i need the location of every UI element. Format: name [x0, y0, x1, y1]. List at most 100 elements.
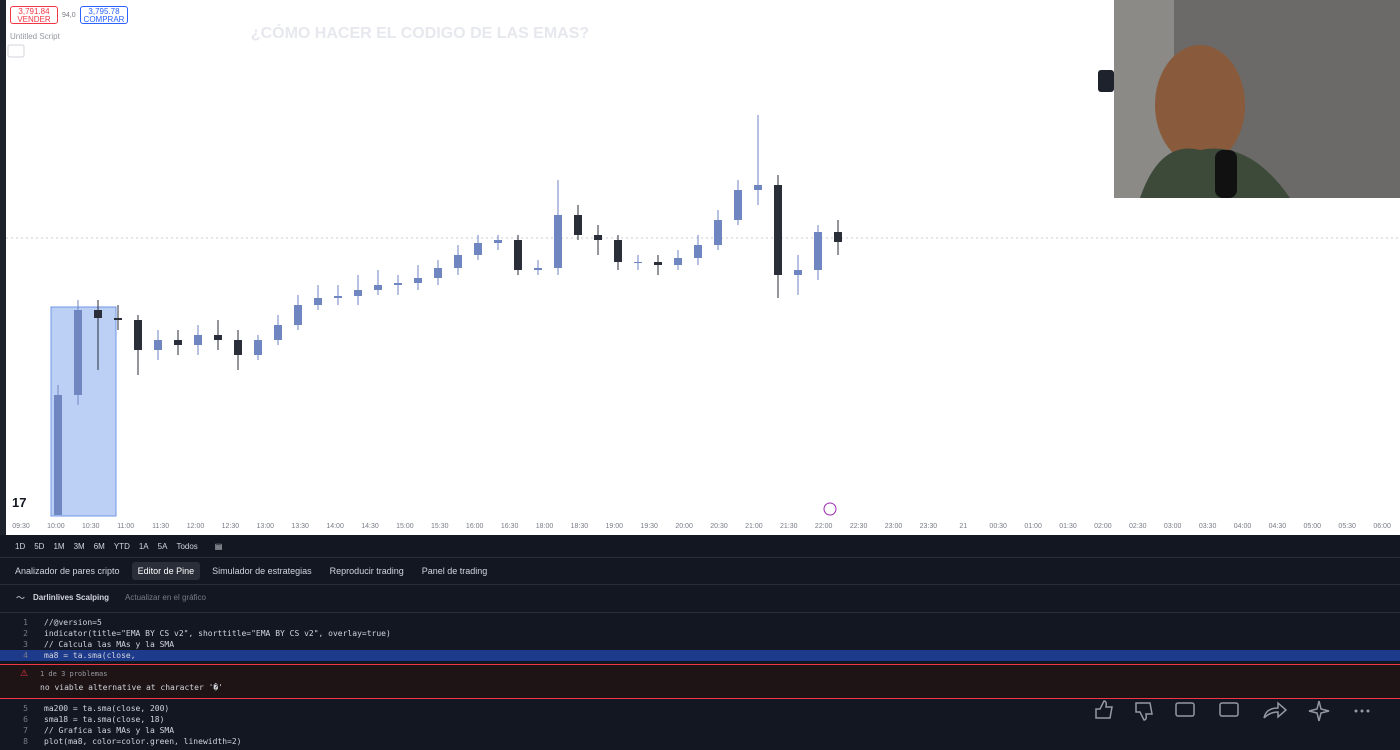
script-name: Untitled Script — [10, 32, 61, 41]
problem-count: 1 de 3 problemas — [40, 670, 108, 678]
more-icon[interactable] — [1354, 709, 1370, 713]
line-number: 4 — [23, 651, 28, 660]
candle-body — [634, 262, 642, 263]
video-actions — [1095, 700, 1370, 722]
x-tick-label: 05:00 — [1304, 523, 1322, 530]
timeframe-button[interactable]: 3M — [73, 541, 85, 551]
candle-body — [194, 335, 202, 345]
x-tick-label: 12:00 — [187, 523, 205, 530]
candle-body — [514, 240, 522, 270]
candle-body — [754, 185, 762, 190]
panel-tab[interactable]: Panel de trading — [421, 566, 488, 576]
code-line: 8 plot(ma8, color=color.green, linewidth=… — [0, 736, 1400, 747]
code-text: sma18 = ta.sma(close, 18) — [44, 715, 165, 724]
dislike-icon[interactable] — [1135, 702, 1153, 721]
sell-label: VENDER — [17, 15, 51, 24]
panel-tab[interactable]: Simulador de estrategias — [212, 566, 312, 576]
panel-tab[interactable]: Analizador de pares cripto — [15, 566, 120, 576]
timeframe-button[interactable]: YTD — [113, 541, 130, 551]
timeframe-button[interactable]: 1A — [138, 541, 149, 551]
problem-message: no viable alternative at character '�' — [40, 683, 224, 692]
webcam-person — [1155, 45, 1245, 165]
script-title[interactable]: Darlinlives Scalping — [33, 592, 110, 602]
buy-label: COMPRAR — [83, 15, 125, 24]
candle-body — [394, 283, 402, 285]
x-tick-label: 23:00 — [885, 523, 903, 530]
x-tick-label: 20:30 — [710, 523, 728, 530]
ai-icon[interactable] — [1308, 700, 1330, 722]
timeframe-button[interactable]: 6M — [93, 541, 105, 551]
divider — [0, 612, 1400, 613]
candle-body — [94, 310, 102, 318]
x-tick-label: 09:30 — [12, 523, 30, 530]
collapse-button[interactable] — [7, 44, 25, 58]
line-number: 2 — [23, 629, 28, 638]
x-tick-label: 14:00 — [326, 523, 344, 530]
sell-price: 3,791.84 — [18, 7, 50, 16]
spread: 94,0 — [62, 12, 76, 19]
candle-body — [794, 270, 802, 275]
like-icon[interactable] — [1095, 700, 1113, 719]
divider — [0, 557, 1400, 558]
x-tick-label: 06:00 — [1373, 523, 1391, 530]
x-tick-label: 03:00 — [1164, 523, 1182, 530]
line-number: 7 — [23, 726, 28, 735]
x-tick-label: 21 — [959, 523, 967, 530]
code-text: plot(ma8, color=color.green, linewidth=2… — [44, 737, 242, 746]
timeframe-button[interactable]: Todos — [176, 541, 198, 551]
event-marker[interactable] — [823, 502, 837, 516]
candle-body — [254, 340, 262, 355]
candle-body — [434, 268, 442, 278]
candle-body — [454, 255, 462, 268]
x-tick-label: 23:30 — [920, 523, 938, 530]
candle-body — [154, 340, 162, 350]
side-handle[interactable] — [1098, 70, 1114, 92]
x-tick-label: 21:30 — [780, 523, 798, 530]
x-tick-label: 16:00 — [466, 523, 484, 530]
x-tick-label: 11:00 — [117, 523, 134, 530]
sell-button[interactable]: 3,791.84 VENDER — [10, 6, 58, 24]
code-line: 5 ma200 = ta.sma(close, 200) — [0, 703, 1400, 714]
overlay-title: ¿CÓMO HACER EL CODIGO DE LAS EMAS? — [251, 23, 589, 42]
x-tick-label: 15:30 — [431, 523, 449, 530]
update-button[interactable]: Actualizar en el gráfico — [125, 592, 206, 602]
x-tick-label: 12:30 — [222, 523, 240, 530]
candle-body — [814, 232, 822, 270]
panel-tab[interactable]: Reproducir trading — [329, 566, 404, 576]
x-tick-label: 18:00 — [536, 523, 554, 530]
code-line: 3 // Calcula las MAs y la SMA — [0, 639, 1400, 650]
timeframe-button[interactable]: 1M — [53, 541, 65, 551]
x-tick-label: 00:30 — [989, 523, 1007, 530]
webcam — [1114, 0, 1400, 198]
x-tick-label: 04:30 — [1269, 523, 1287, 530]
panel-tab[interactable]: Editor de Pine — [131, 562, 201, 580]
buy-button[interactable]: 3,795.78 COMPRAR — [80, 6, 128, 24]
x-tick-label: 10:30 — [82, 523, 100, 530]
code-line: 6 sma18 = ta.sma(close, 18) — [0, 714, 1400, 725]
candle-body — [714, 220, 722, 245]
timeframe-button[interactable]: 1D — [15, 541, 26, 551]
x-tick-label: 21:00 — [745, 523, 763, 530]
candle-body — [554, 215, 562, 268]
date-range-icon[interactable]: ▤ — [214, 541, 223, 551]
code-text: // Calcula las MAs y la SMA — [44, 640, 175, 649]
share-icon[interactable] — [1263, 701, 1288, 719]
candle-body — [134, 320, 142, 350]
x-tick-label: 20:00 — [675, 523, 693, 530]
problem-panel: ⚠ 1 de 3 problemas no viable alternative… — [0, 664, 1400, 699]
candle-body — [774, 185, 782, 275]
candle-body — [574, 215, 582, 235]
code-line: 7 // Grafica las MAs y la SMA — [0, 725, 1400, 736]
x-tick-label: 01:00 — [1024, 523, 1042, 530]
candle-body — [654, 262, 662, 265]
x-tick-label: 22:30 — [850, 523, 868, 530]
comment-icon[interactable] — [1175, 702, 1195, 717]
candle-body — [414, 278, 422, 283]
chat-icon[interactable] — [1219, 702, 1239, 717]
candle-body — [74, 310, 82, 395]
timeframe-button[interactable]: 5D — [34, 541, 45, 551]
candle-body — [474, 243, 482, 255]
timeframe-button[interactable]: 5A — [157, 541, 168, 551]
candle-body — [274, 325, 282, 340]
